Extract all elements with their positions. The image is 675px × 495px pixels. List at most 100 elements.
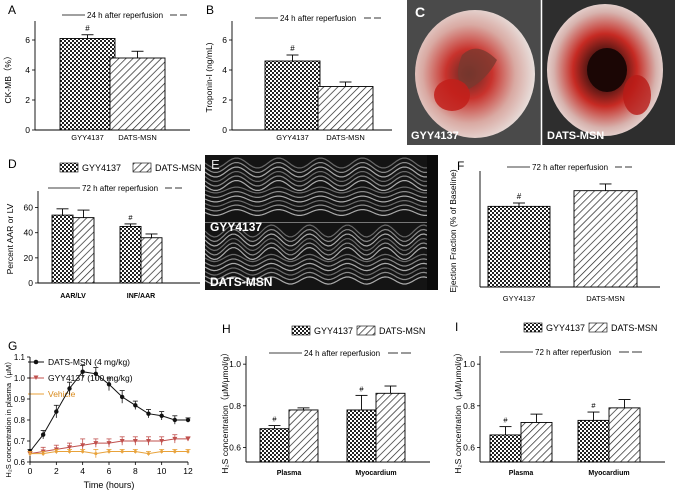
echo-wave-line xyxy=(205,237,428,252)
panel-h-ylabel: H₂S concentration（μM/μmol/g） xyxy=(220,348,230,474)
heart-tissue-photo: C GYY4137 DATS-MSN xyxy=(407,0,675,145)
panel-b-ylabel: Troponin-I (ng/mL) xyxy=(204,42,214,112)
panel-g-xtick-label: 0 xyxy=(28,466,33,476)
echo-wave-line xyxy=(205,267,428,276)
echo-wave-line xyxy=(205,195,427,203)
legend-h-label-gyy4137: GYY4137 xyxy=(314,326,353,336)
panel-a-ytick-label: 6 xyxy=(25,35,30,45)
panel-g-xtick-label: 4 xyxy=(80,466,85,476)
panel-b-title-text: 24 h after reperfusion xyxy=(280,14,356,23)
panel-d-bar-0-1 xyxy=(72,217,95,284)
panel-h-ytick-label: 0.6 xyxy=(229,442,241,452)
panel-b-letter: B xyxy=(206,3,214,17)
panel-g-point-0-11 xyxy=(172,417,178,423)
panel-g-point-1-10 xyxy=(159,439,165,444)
echo-wave-line xyxy=(205,276,428,285)
echo-scale-bar xyxy=(427,155,438,290)
panel-g-point-2-7 xyxy=(120,450,124,453)
panel-g-point-0-10 xyxy=(159,413,164,418)
panel-d-sig-marker-1: # xyxy=(128,213,133,222)
legend-h-swatch-dats-msn xyxy=(356,325,376,336)
echo-wave-line xyxy=(205,171,427,182)
panel-d-bar-1-1 xyxy=(140,237,163,284)
panel-g-point-2-12 xyxy=(186,450,190,453)
panel-g-point-2-11 xyxy=(173,450,177,453)
panel-h-category-label-0: Plasma xyxy=(277,470,302,477)
gyy4137-infarct-area xyxy=(458,48,497,90)
panel-h-category-label-1: Myocardium xyxy=(355,470,396,477)
echo-top-waves xyxy=(205,157,427,216)
panel-g-ytick-label: 1.1 xyxy=(14,353,26,362)
panel-e-letter: E xyxy=(211,157,220,172)
echo-wave-line xyxy=(205,180,427,191)
panel-g-point-0-9 xyxy=(146,411,151,416)
echo-wave-line xyxy=(205,204,427,212)
panel-g-point-0-7 xyxy=(119,394,125,400)
panel-g-xtick-label: 6 xyxy=(107,466,112,476)
echo-wave-line xyxy=(205,175,427,187)
panel-i-bar-0-0 xyxy=(489,434,522,463)
panel-h-sig-marker-1: # xyxy=(359,384,364,393)
panel-b-ytick-label: 6 xyxy=(222,35,227,45)
photo-c-right-label: DATS-MSN xyxy=(547,130,604,142)
panel-g-point-0-5 xyxy=(93,371,99,376)
panel-a-ytick-label: 0 xyxy=(25,125,30,135)
panel-f-bar-0 xyxy=(487,205,551,288)
panel-i-sig-marker-1: # xyxy=(591,401,596,410)
panel-f-title-text: 72 h after reperfusion xyxy=(532,163,608,172)
panel-g-point-2-1 xyxy=(41,452,45,455)
panel-d-category-label-1: INF/AAR xyxy=(127,293,155,300)
panel-g-ylabel: H₂S concentration in plasma（μM） xyxy=(4,357,13,477)
panel-h-title-text: 24 h after reperfusion xyxy=(304,349,380,358)
panel-a-title-text: 24 h after reperfusion xyxy=(87,11,163,20)
panel-g-point-1-8 xyxy=(132,439,138,444)
panel-d-letter: D xyxy=(8,157,17,171)
panel-g-point-0-6 xyxy=(106,382,112,387)
panel-g-xlabel: Time (hours) xyxy=(84,480,135,490)
panel-a-ytick-label: 2 xyxy=(25,95,30,105)
panel-b-ytick-label: 2 xyxy=(222,95,227,105)
echo-wave-line xyxy=(205,228,428,243)
echo-wave-line xyxy=(205,224,428,238)
panel-d-ytick-label: 60 xyxy=(24,203,34,213)
panel-a-category-label-1: DATS-MSN xyxy=(118,133,157,142)
legend-h-swatch-gyy4137 xyxy=(291,325,311,336)
chart-plots: 0 2 4 6 CK-MB（%） # GYY4137 DATS-MSN 0 2 4 6 Troponin… xyxy=(3,21,665,490)
panel-g-xtick-label: 2 xyxy=(54,466,59,476)
panel-g-point-0-4 xyxy=(80,369,85,374)
panel-d-bar-1-0 xyxy=(119,225,142,284)
panel-f-sig-marker: # xyxy=(517,192,522,201)
echo-mmode-image: E GYY4137 DATS-MSN xyxy=(205,155,438,290)
panel-i-category-label-1: Myocardium xyxy=(588,470,629,477)
panel-g-point-1-3 xyxy=(67,445,72,450)
panel-g-xtick-label: 8 xyxy=(133,466,138,476)
panel-g-point-2-4 xyxy=(81,450,84,453)
dats-msn-lumen xyxy=(587,48,627,92)
panel-d-ytick-label: 20 xyxy=(24,253,34,263)
panel-g-point-0-3 xyxy=(67,386,72,391)
panel-f-bar-1 xyxy=(573,190,638,288)
echo-wave-line xyxy=(205,253,428,263)
panel-a-title: 24 h after reperfusion xyxy=(62,11,187,20)
photo-c-left-label: GYY4137 xyxy=(411,130,459,142)
panel-g-ytick-label: 0.9 xyxy=(14,395,26,404)
legend-g-marker-dats-msn xyxy=(33,359,39,365)
dats-msn-red-area xyxy=(623,75,651,115)
panel-d-category-label-0: AAR/LV xyxy=(60,293,86,300)
panel-g-point-2-0 xyxy=(28,452,32,455)
panel-i-letter: I xyxy=(455,320,458,334)
panel-a-ylabel: CK-MB（%） xyxy=(3,52,13,104)
echo-wave-line xyxy=(205,209,427,216)
panel-d-title: 72 h after reperfusion xyxy=(48,184,182,193)
echo-wave-line xyxy=(205,162,427,173)
panel-g-xtick-label: 10 xyxy=(157,466,167,476)
panel-h-bar-1-1 xyxy=(375,392,406,463)
legend-d-swatch-gyy4137 xyxy=(59,162,79,173)
panel-g-point-0-12 xyxy=(185,417,191,423)
legend-i-label-dats-msn: DATS-MSN xyxy=(611,323,657,333)
panel-h-ytick-label: 1.0 xyxy=(229,359,241,369)
panel-h-sig-marker-0: # xyxy=(272,415,277,424)
echo-wave-line xyxy=(205,186,427,194)
panel-g-point-1-4 xyxy=(80,443,86,448)
panel-g-legend: DATS-MSN (4 mg/kg) GYY4137 (100 mg/kg) V… xyxy=(28,357,133,399)
